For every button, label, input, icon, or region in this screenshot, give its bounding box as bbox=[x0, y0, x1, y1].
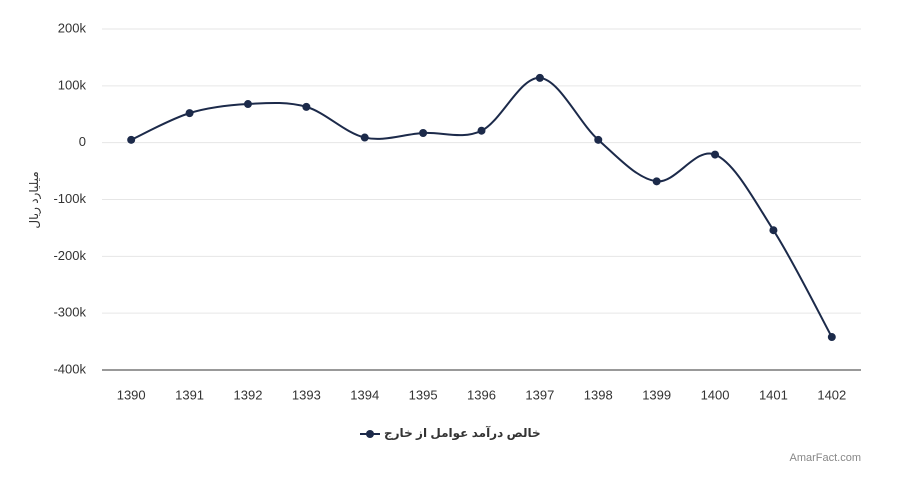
x-tick-label: 1392 bbox=[234, 387, 263, 402]
data-point bbox=[769, 226, 778, 235]
data-point bbox=[419, 129, 428, 138]
data-point bbox=[594, 135, 603, 144]
data-point bbox=[535, 73, 544, 82]
y-tick-label: 100k bbox=[58, 77, 87, 92]
y-tick-label: -200k bbox=[53, 248, 86, 263]
x-tick-label: 1394 bbox=[350, 387, 379, 402]
data-point bbox=[652, 177, 661, 186]
data-point bbox=[127, 135, 136, 144]
data-point bbox=[302, 102, 311, 111]
data-point bbox=[711, 150, 720, 159]
y-axis-title: میلیارد ریال bbox=[27, 171, 42, 228]
y-tick-label: -100k bbox=[53, 191, 86, 206]
x-tick-label: 1401 bbox=[759, 387, 788, 402]
credit[interactable]: AmarFact.com bbox=[789, 452, 861, 464]
x-tick-label: 1397 bbox=[525, 387, 554, 402]
data-point bbox=[243, 100, 252, 109]
x-tick-label: 1393 bbox=[292, 387, 321, 402]
y-tick-label: -300k bbox=[53, 305, 86, 320]
x-tick-label: 1390 bbox=[117, 387, 146, 402]
legend-marker bbox=[366, 430, 374, 438]
series-line bbox=[130, 76, 833, 338]
data-point bbox=[477, 126, 486, 135]
data-point bbox=[827, 333, 836, 342]
y-tick-label: 0 bbox=[79, 134, 86, 149]
y-tick-label: 200k bbox=[58, 20, 87, 35]
y-tick-label: -400k bbox=[53, 361, 86, 376]
legend-label[interactable]: خالص درآمد عوامل از خارج bbox=[384, 425, 541, 441]
x-tick-label: 1402 bbox=[817, 387, 846, 402]
x-tick-label: 1399 bbox=[642, 387, 671, 402]
x-tick-label: 1395 bbox=[409, 387, 438, 402]
x-tick-label: 1398 bbox=[584, 387, 613, 402]
data-point bbox=[360, 133, 369, 142]
x-tick-label: 1400 bbox=[701, 387, 730, 402]
x-tick-label: 1391 bbox=[175, 387, 204, 402]
data-point bbox=[185, 109, 194, 118]
x-tick-label: 1396 bbox=[467, 387, 496, 402]
